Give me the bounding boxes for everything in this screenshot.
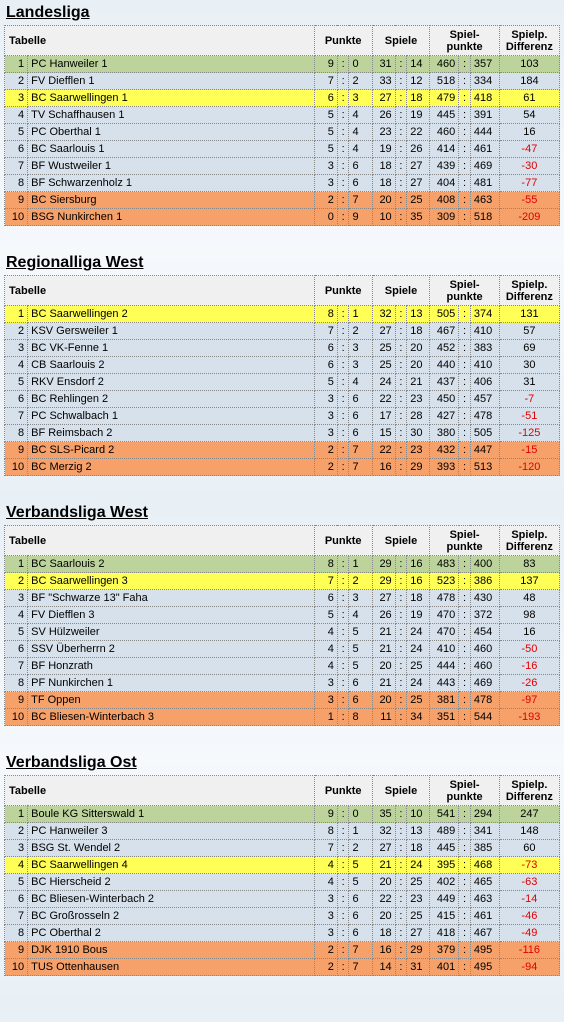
table-row: 3BC Saarwellingen 16:327:18479:41861 <box>5 90 560 107</box>
table-row: 10BSG Nunkirchen 10:910:35309:518-209 <box>5 209 560 226</box>
col-spielpunkte: Spiel-punkte <box>430 26 499 56</box>
col-tabelle: Tabelle <box>5 276 315 306</box>
table-row: 9TF Oppen3:620:25381:478-97 <box>5 692 560 709</box>
table-row: 10BC Bliesen-Winterbach 31:811:34351:544… <box>5 709 560 726</box>
col-differenz: Spielp.Differenz <box>499 526 559 556</box>
league-block: Regionalliga WestTabellePunkteSpieleSpie… <box>4 254 560 476</box>
table-row: 9DJK 1910 Bous2:716:29379:495-116 <box>5 942 560 959</box>
header-row: TabellePunkteSpieleSpiel-punkteSpielp.Di… <box>5 776 560 806</box>
league-title: Landesliga <box>6 4 560 22</box>
table-row: 4FV Diefflen 35:426:19470:37298 <box>5 607 560 624</box>
table-row: 5PC Oberthal 15:423:22460:44416 <box>5 124 560 141</box>
table-row: 3BSG St. Wendel 27:227:18445:38560 <box>5 840 560 857</box>
col-differenz: Spielp.Differenz <box>499 26 559 56</box>
col-tabelle: Tabelle <box>5 26 315 56</box>
col-differenz: Spielp.Differenz <box>499 276 559 306</box>
table-row: 7BC Großrosseln 23:620:25415:461-46 <box>5 908 560 925</box>
table-row: 8PF Nunkirchen 13:621:24443:469-26 <box>5 675 560 692</box>
col-punkte: Punkte <box>314 276 372 306</box>
col-spiele: Spiele <box>372 276 430 306</box>
table-row: 5SV Hülzweiler4:521:24470:45416 <box>5 624 560 641</box>
table-row: 4BC Saarwellingen 44:521:24395:468-73 <box>5 857 560 874</box>
col-spiele: Spiele <box>372 526 430 556</box>
table-row: 2KSV Gersweiler 17:227:18467:41057 <box>5 323 560 340</box>
col-spiele: Spiele <box>372 776 430 806</box>
table-row: 6BC Saarlouis 15:419:26414:461-47 <box>5 141 560 158</box>
table-row: 4TV Schaffhausen 15:426:19445:39154 <box>5 107 560 124</box>
col-spielpunkte: Spiel-punkte <box>430 276 499 306</box>
table-row: 8BF Reimsbach 23:615:30380:505-125 <box>5 425 560 442</box>
league-table: TabellePunkteSpieleSpiel-punkteSpielp.Di… <box>4 275 560 476</box>
table-row: 4CB Saarlouis 26:325:20440:41030 <box>5 357 560 374</box>
table-row: 1BC Saarlouis 28:129:16483:40083 <box>5 556 560 573</box>
table-row: 9BC Siersburg2:720:25408:463-55 <box>5 192 560 209</box>
table-row: 7BF Wustweiler 13:618:27439:469-30 <box>5 158 560 175</box>
col-spielpunkte: Spiel-punkte <box>430 526 499 556</box>
header-row: TabellePunkteSpieleSpiel-punkteSpielp.Di… <box>5 26 560 56</box>
table-row: 8PC Oberthal 23:618:27418:467-49 <box>5 925 560 942</box>
table-row: 1BC Saarwellingen 28:132:13505:374131 <box>5 306 560 323</box>
table-row: 6BC Rehlingen 23:622:23450:457-7 <box>5 391 560 408</box>
table-row: 6BC Bliesen-Winterbach 23:622:23449:463-… <box>5 891 560 908</box>
table-row: 7BF Honzrath4:520:25444:460-16 <box>5 658 560 675</box>
header-row: TabellePunkteSpieleSpiel-punkteSpielp.Di… <box>5 276 560 306</box>
table-row: 3BF "Schwarze 13" Faha6:327:18478:43048 <box>5 590 560 607</box>
col-punkte: Punkte <box>314 526 372 556</box>
table-row: 3BC VK-Fenne 16:325:20452:38369 <box>5 340 560 357</box>
league-block: Landesliga TabellePunkteSpieleSpiel-punkt… <box>4 4 560 226</box>
table-row: 8BF Schwarzenholz 13:618:27404:481-77 <box>5 175 560 192</box>
table-row: 10BC Merzig 22:716:29393:513-120 <box>5 459 560 476</box>
league-title: Verbandsliga Ost <box>6 754 560 772</box>
table-row: 5BC Hierscheid 24:520:25402:465-63 <box>5 874 560 891</box>
col-punkte: Punkte <box>314 26 372 56</box>
table-row: 1Boule KG Sitterswald 19:035:10541:29424… <box>5 806 560 823</box>
header-row: TabellePunkteSpieleSpiel-punkteSpielp.Di… <box>5 526 560 556</box>
table-row: 5RKV Ensdorf 25:424:21437:40631 <box>5 374 560 391</box>
table-row: 6SSV Überherrn 24:521:24410:460-50 <box>5 641 560 658</box>
col-tabelle: Tabelle <box>5 526 315 556</box>
col-tabelle: Tabelle <box>5 776 315 806</box>
col-spielpunkte: Spiel-punkte <box>430 776 499 806</box>
table-row: 2FV Diefflen 17:233:12518:334184 <box>5 73 560 90</box>
col-punkte: Punkte <box>314 776 372 806</box>
col-spiele: Spiele <box>372 26 430 56</box>
table-row: 7PC Schwalbach 13:617:28427:478-51 <box>5 408 560 425</box>
league-title: Verbandsliga West <box>6 504 560 522</box>
league-title: Regionalliga West <box>6 254 560 272</box>
league-block: Verbandsliga OstTabellePunkteSpieleSpiel… <box>4 754 560 976</box>
table-row: 10TUS Ottenhausen2:714:31401:495-94 <box>5 959 560 976</box>
league-block: Verbandsliga WestTabellePunkteSpieleSpie… <box>4 504 560 726</box>
league-table: TabellePunkteSpieleSpiel-punkteSpielp.Di… <box>4 525 560 726</box>
league-table: TabellePunkteSpieleSpiel-punkteSpielp.Di… <box>4 775 560 976</box>
table-row: 2BC Saarwellingen 37:229:16523:386137 <box>5 573 560 590</box>
league-table: TabellePunkteSpieleSpiel-punkteSpielp.Di… <box>4 25 560 226</box>
col-differenz: Spielp.Differenz <box>499 776 559 806</box>
table-row: 9BC SLS-Picard 22:722:23432:447-15 <box>5 442 560 459</box>
table-row: 1PC Hanweiler 19:031:14460:357103 <box>5 56 560 73</box>
table-row: 2PC Hanweiler 38:132:13489:341148 <box>5 823 560 840</box>
